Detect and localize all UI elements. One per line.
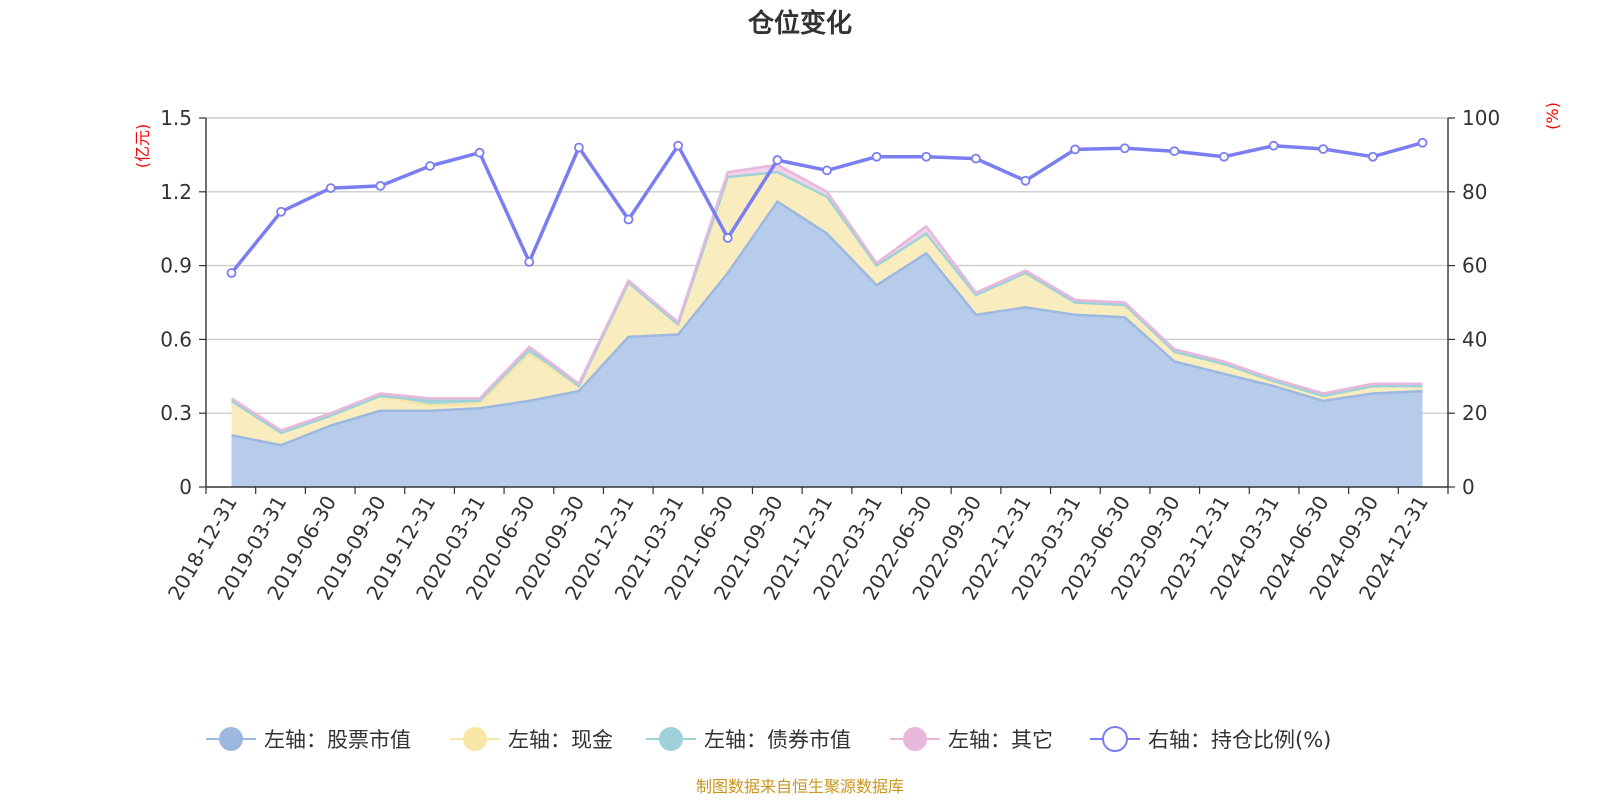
right-axis-unit: (%) <box>1543 102 1562 130</box>
ratio-point <box>375 180 386 191</box>
ratio-point <box>1219 151 1229 162</box>
ratio-point <box>524 257 535 267</box>
legend-label: 左轴：现金 <box>508 728 613 752</box>
right-tick-label: 60 <box>1462 254 1487 278</box>
ratio-point <box>325 183 336 194</box>
legend-label: 右轴：持仓比例(%) <box>1148 728 1331 752</box>
area-layer <box>230 163 1423 487</box>
ratio-point <box>970 153 981 164</box>
ratio-point <box>1417 137 1428 148</box>
legend-label: 左轴：其它 <box>948 728 1053 752</box>
area-左轴：股票市值 <box>231 201 1423 487</box>
area-edge-左轴：债券市值 <box>230 170 1423 435</box>
legend-item: 右轴：持仓比例(%) <box>1090 726 1331 752</box>
ratio-point <box>474 147 485 158</box>
area-edge-左轴：其它 <box>230 163 1423 432</box>
legend-item: 左轴：股票市值 <box>206 727 411 752</box>
right-tick-label: 80 <box>1462 180 1487 204</box>
chart-title: 仓位变化 <box>747 8 852 39</box>
legend-label: 左轴：债券市值 <box>704 728 851 752</box>
right-tick-label: 20 <box>1462 401 1487 425</box>
ratio-point <box>822 165 832 176</box>
ratio-point <box>772 155 783 165</box>
legend-marker <box>219 727 243 751</box>
area-edge-左轴：股票市值 <box>231 200 1423 447</box>
right-tick-label: 40 <box>1462 327 1487 351</box>
data-source-note: 制图数据来自恒生聚源数据库 <box>696 777 904 796</box>
legend-item: 左轴：现金 <box>450 727 613 752</box>
left-tick-label: 0.6 <box>160 327 192 351</box>
left-tick-label: 0 <box>179 475 192 499</box>
ratio-point <box>921 151 932 162</box>
legend-item: 左轴：债券市值 <box>646 727 851 752</box>
legend-marker <box>1102 726 1128 752</box>
left-axis-unit: (亿元) <box>133 124 152 169</box>
ratio-point <box>1020 175 1031 186</box>
ratio-point <box>1169 146 1180 157</box>
ratio-point <box>1070 144 1081 155</box>
left-tick-label: 0.9 <box>160 254 192 278</box>
left-tick-label: 0.3 <box>160 401 192 425</box>
legend-marker <box>903 727 927 751</box>
legend-marker <box>463 727 487 751</box>
ratio-point <box>1318 144 1329 154</box>
ratio-line-layer <box>226 137 1428 278</box>
ratio-point <box>623 214 634 225</box>
ratio-point <box>1367 151 1378 162</box>
ratio-point <box>722 233 733 243</box>
ratio-point <box>425 161 435 171</box>
legend: 左轴：股票市值 左轴：现金 左轴：债券市值 左轴：其它 右轴：持仓比例(%) <box>206 726 1331 752</box>
legend-item: 左轴：其它 <box>890 727 1053 752</box>
right-tick-label: 100 <box>1462 106 1500 130</box>
legend-marker <box>659 727 683 751</box>
ratio-point <box>276 206 287 217</box>
left-tick-label: 1.5 <box>160 106 192 130</box>
ratio-point <box>1119 143 1130 154</box>
ratio-point <box>573 142 584 153</box>
ratio-point <box>673 140 684 151</box>
ratio-point <box>226 268 237 278</box>
right-tick-label: 0 <box>1462 475 1475 499</box>
left-tick-label: 1.2 <box>160 180 192 204</box>
legend-label: 左轴：股票市值 <box>264 728 411 752</box>
ratio-point <box>1268 140 1279 151</box>
ratio-point <box>871 151 882 162</box>
